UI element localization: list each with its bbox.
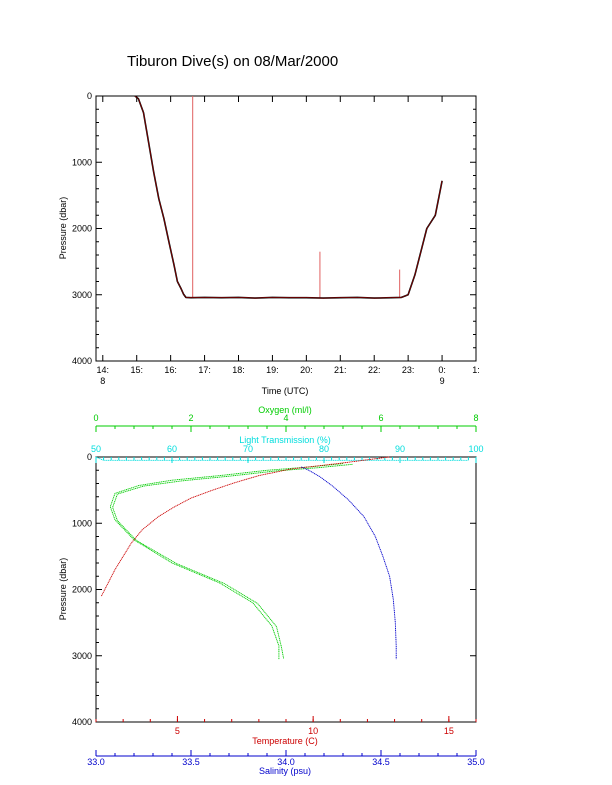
x-tick-label: 21: bbox=[334, 365, 347, 375]
dive-profile-series bbox=[134, 95, 443, 299]
y-tick-label: 0 bbox=[87, 91, 92, 101]
x-tick-label: 1: bbox=[472, 365, 480, 375]
temperature-tick-label: 5 bbox=[175, 726, 180, 736]
cast-profiles-chart: 0 1000 2000 3000 4000 0 2 4 6 8 Oxygen (ml/l) 50 60… bbox=[58, 405, 485, 776]
salinity-axis-label: Salinity (psu) bbox=[259, 766, 311, 776]
oxygen-profile-line bbox=[109, 463, 344, 660]
x-tick-label: 17: bbox=[198, 365, 211, 375]
light-tick-label: 100 bbox=[468, 444, 483, 454]
dive-profile-x-label: Time (UTC) bbox=[262, 386, 309, 396]
x-tick-label: 23: bbox=[402, 365, 415, 375]
light-axis-label: Light Transmission (%) bbox=[239, 435, 331, 445]
dive-profile-x-axis: 14: 15: 16: 17: 18: 19: 20: 21: 22: 23: 0: 1: 8 9 bbox=[97, 96, 480, 386]
chart-title: Tiburon Dive(s) on 08/Mar/2000 bbox=[127, 53, 338, 70]
light-tick-label: 50 bbox=[91, 444, 101, 454]
dive-profile-frame bbox=[95, 95, 477, 362]
salinity-tick-label: 34.0 bbox=[277, 757, 295, 767]
x-tick-label: 15: bbox=[130, 365, 143, 375]
temperature-profile-line bbox=[100, 456, 390, 597]
light-tick-label: 80 bbox=[319, 444, 329, 454]
salinity-tick-label: 35.0 bbox=[467, 757, 485, 767]
x-date-label: 8 bbox=[100, 376, 105, 386]
cast-profiles-series bbox=[95, 456, 469, 660]
salinity-tick-label: 33.5 bbox=[182, 757, 200, 767]
oxygen-tick-label: 2 bbox=[188, 413, 193, 423]
x-tick-label: 20: bbox=[300, 365, 313, 375]
oxygen-tick-label: 4 bbox=[283, 413, 288, 423]
y-tick-label: 4000 bbox=[72, 717, 92, 727]
salinity-tick-label: 34.5 bbox=[372, 757, 390, 767]
dive-profile-y-axis: 0 1000 2000 3000 4000 bbox=[72, 91, 476, 366]
y-tick-label: 0 bbox=[87, 452, 92, 462]
y-tick-label: 3000 bbox=[72, 290, 92, 300]
x-tick-label: 16: bbox=[164, 365, 177, 375]
dive-profile-spikes bbox=[192, 96, 401, 298]
cast-profiles-y-label: Pressure (dbar) bbox=[58, 558, 68, 621]
y-tick-label: 2000 bbox=[72, 585, 92, 595]
x-tick-label: 22: bbox=[368, 365, 381, 375]
light-tick-label: 90 bbox=[395, 444, 405, 454]
light-profile-line bbox=[95, 456, 469, 461]
oxygen-axis-label: Oxygen (ml/l) bbox=[258, 405, 312, 415]
depth-trace-line bbox=[134, 95, 443, 299]
y-tick-label: 1000 bbox=[72, 518, 92, 528]
oxygen-tick-label: 6 bbox=[378, 413, 383, 423]
oxygen-profile-line bbox=[112, 463, 353, 659]
y-tick-label: 1000 bbox=[72, 157, 92, 167]
temperature-tick-label: 15 bbox=[444, 726, 454, 736]
y-tick-label: 2000 bbox=[72, 224, 92, 234]
y-tick-label: 4000 bbox=[72, 356, 92, 366]
y-tick-label: 3000 bbox=[72, 651, 92, 661]
salinity-tick-label: 33.0 bbox=[87, 757, 105, 767]
x-date-label: 9 bbox=[440, 376, 445, 386]
temperature-tick-label: 10 bbox=[308, 726, 318, 736]
cast-profiles-frame bbox=[95, 456, 477, 723]
cast-profiles-y-axis: 0 1000 2000 3000 4000 bbox=[72, 452, 476, 727]
dive-profile-chart: 0 1000 2000 3000 4000 14: 15: 16: 17: 18: 19: 20: 2… bbox=[58, 91, 480, 396]
dive-profile-y-label: Pressure (dbar) bbox=[58, 197, 68, 260]
oxygen-tick-label: 0 bbox=[93, 413, 98, 423]
oxygen-tick-label: 8 bbox=[473, 413, 478, 423]
light-tick-label: 60 bbox=[167, 444, 177, 454]
x-tick-label: 19: bbox=[266, 365, 279, 375]
x-tick-label: 0: bbox=[438, 365, 446, 375]
salinity-profile-line bbox=[301, 466, 397, 660]
light-tick-label: 70 bbox=[243, 444, 253, 454]
x-tick-label: 18: bbox=[232, 365, 245, 375]
x-tick-label: 14: bbox=[97, 365, 110, 375]
temperature-axis-label: Temperature (C) bbox=[252, 736, 318, 746]
depth-trace-inner-line bbox=[134, 95, 443, 299]
